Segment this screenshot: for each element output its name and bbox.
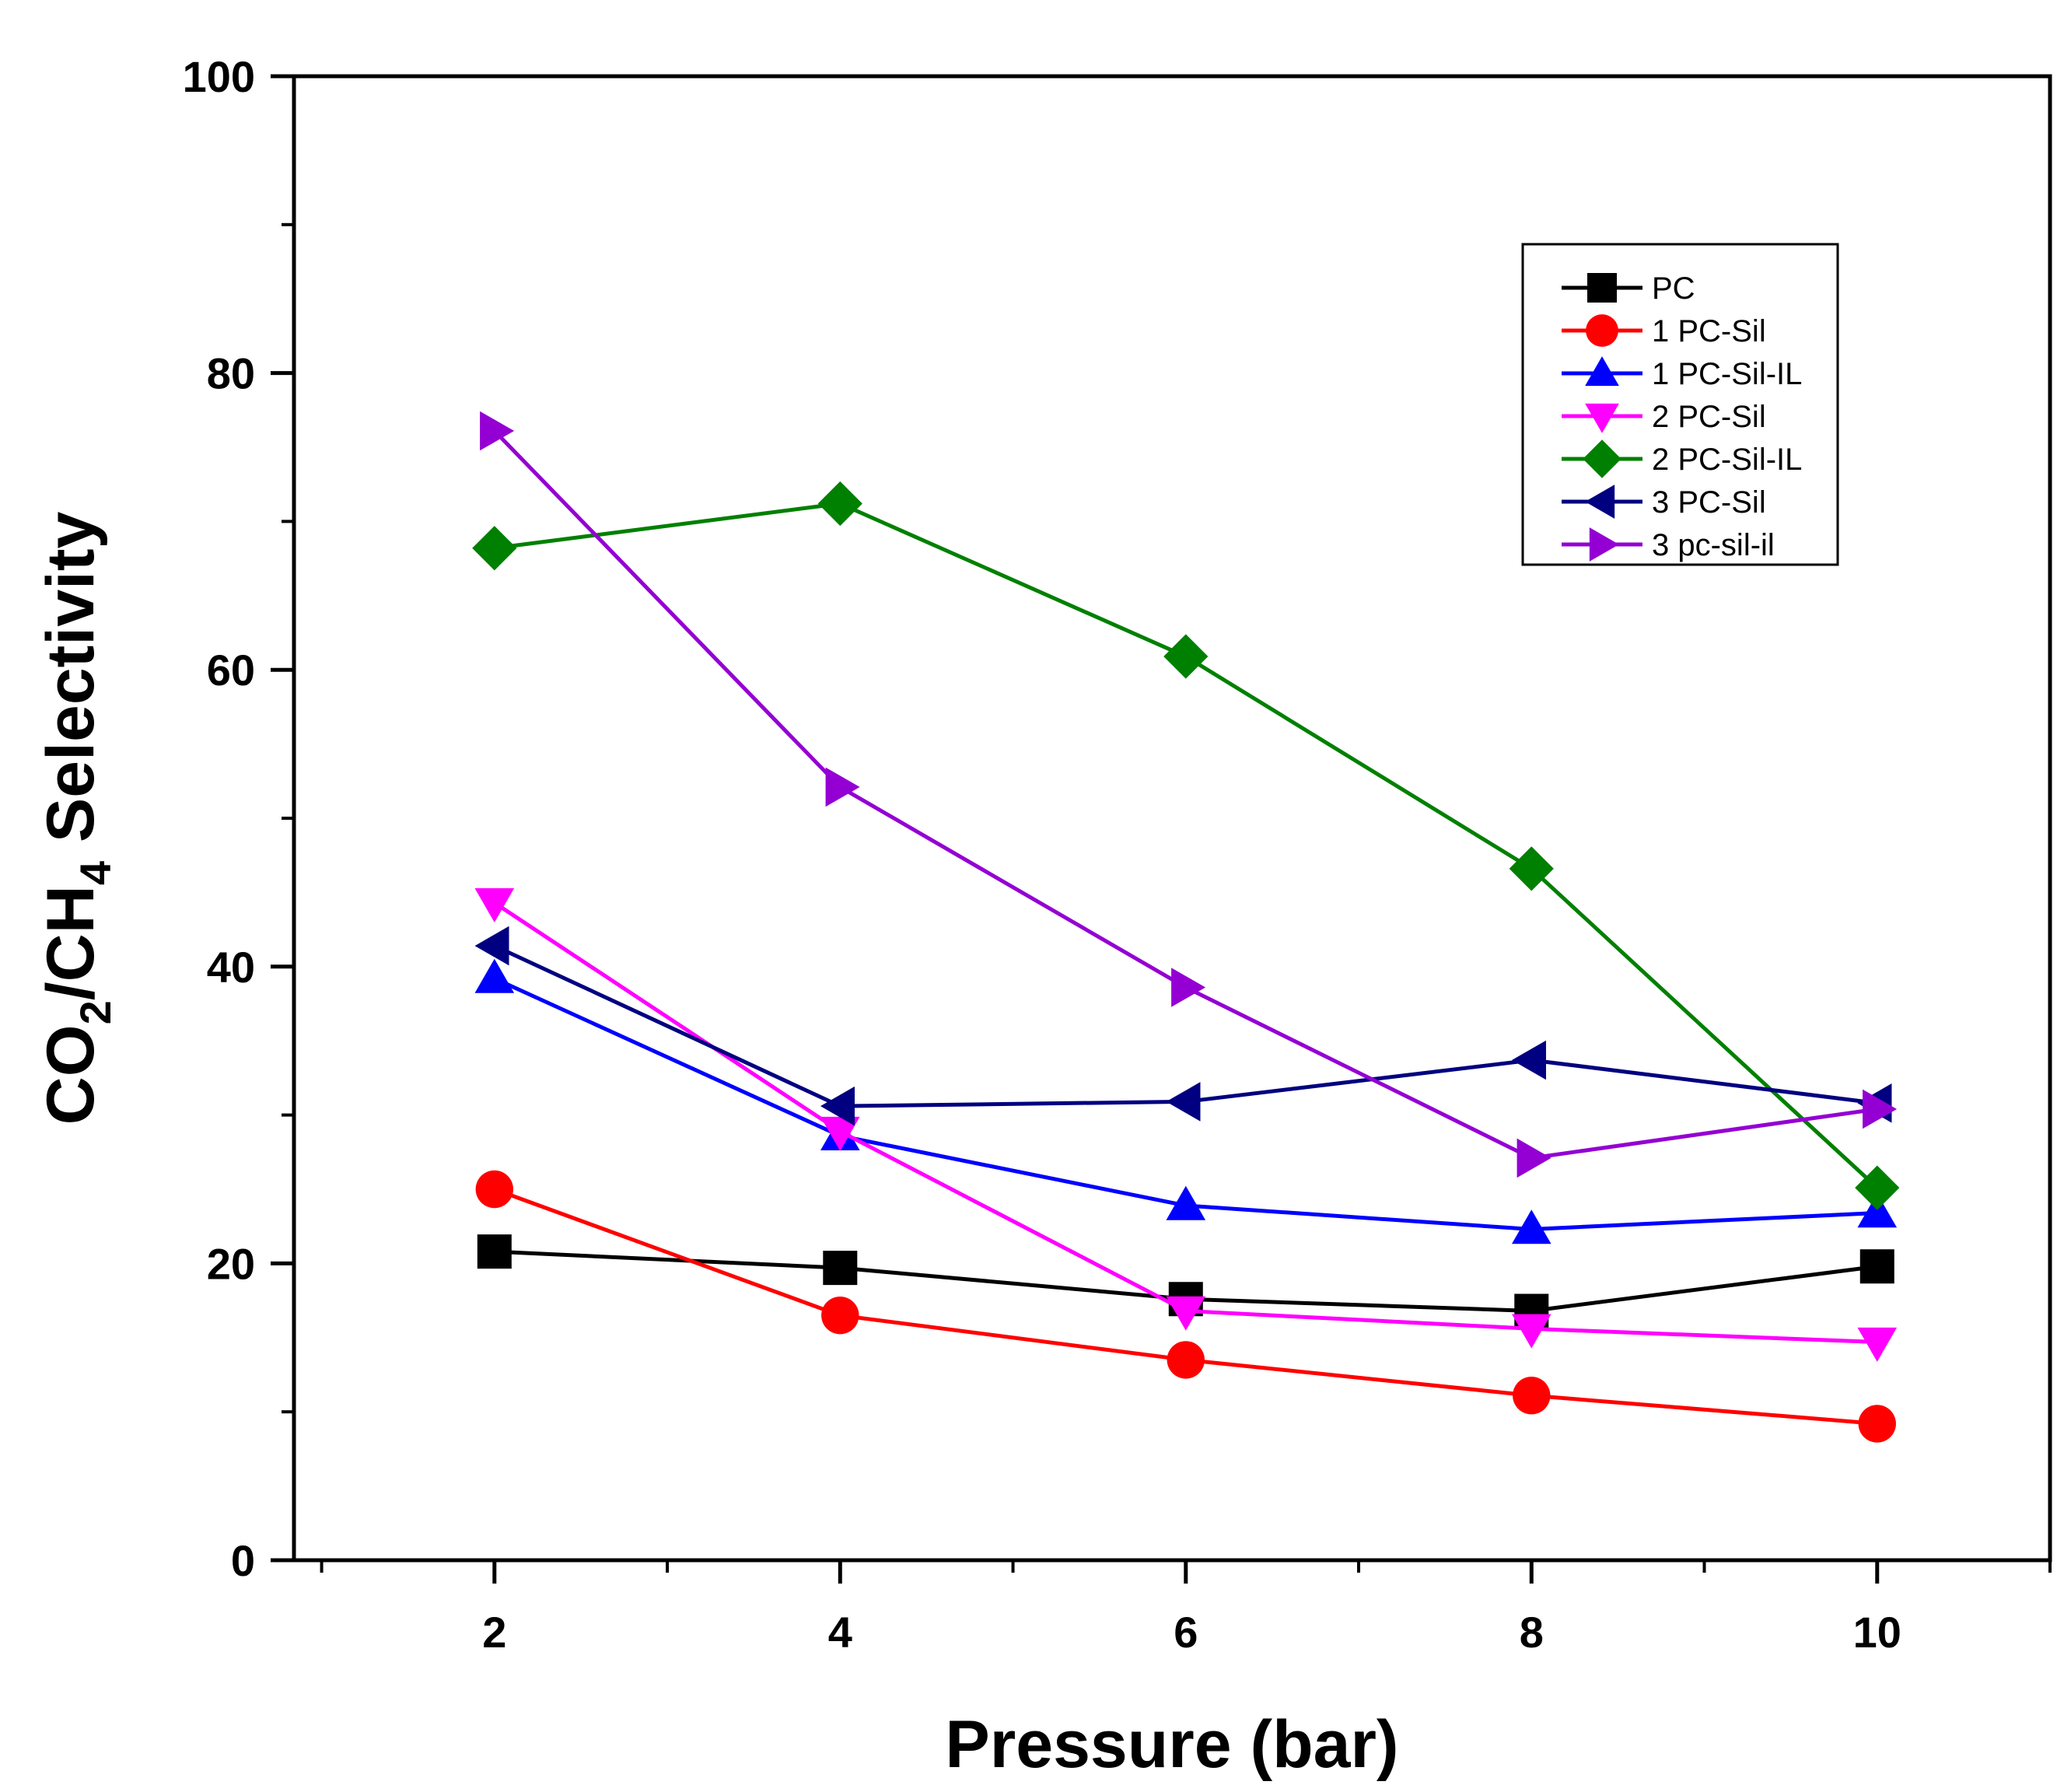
y-tick-label: 0 [231, 1536, 255, 1585]
x-tick-label: 6 [1174, 1608, 1198, 1657]
series-group [472, 411, 1900, 1443]
legend-marker-2-pc-sil-il [1583, 439, 1621, 478]
data-point-2-pc-sil-il [1855, 1165, 1900, 1210]
legend-label-2-pc-sil-il: 2 PC-Sil-IL [1652, 443, 1802, 477]
data-point-3-pc-sil [1166, 1082, 1201, 1122]
legend-label-1-pc-sil: 1 PC-Sil [1652, 314, 1766, 348]
series-2-pc-sil-il [472, 481, 1900, 1210]
series-3-pc-sil-il [480, 411, 1898, 1178]
data-point-2-pc-sil-il [817, 481, 862, 527]
data-point-1-pc-sil-il [1511, 1209, 1552, 1244]
y-tick-label: 80 [207, 349, 255, 398]
x-tick-label: 8 [1520, 1608, 1544, 1657]
data-point-pc [477, 1234, 512, 1269]
x-axis: 2 4 6 8 10 [320, 1560, 2052, 1657]
y-tick-label: 40 [207, 943, 255, 992]
data-point-3-pc-sil-il [1171, 968, 1206, 1007]
data-point-2-pc-sil-il [472, 526, 517, 571]
data-point-2-pc-sil-il [1509, 846, 1554, 891]
legend-label-pc: PC [1652, 271, 1695, 306]
y-axis-title-part: CO [33, 1024, 108, 1125]
series-1-pc-sil-il [474, 958, 1898, 1244]
legend-marker-3-pc-sil [1585, 485, 1615, 519]
y-tick-label: 100 [183, 52, 255, 101]
data-point-2-pc-sil [1511, 1314, 1552, 1349]
legend-label-3-pc-sil-il: 3 pc-sil-il [1652, 528, 1775, 562]
data-point-2-pc-sil [474, 888, 515, 923]
data-point-3-pc-sil-il [825, 767, 860, 807]
series-2-pc-sil [474, 888, 1898, 1362]
data-point-pc [823, 1251, 858, 1286]
legend-box [1521, 243, 1839, 566]
legend-marker-3-pc-sil-il [1589, 527, 1619, 562]
data-point-1-pc-sil [1858, 1405, 1896, 1443]
data-point-3-pc-sil-il [480, 411, 515, 451]
series-3-pc-sil [474, 926, 1892, 1126]
legend: PC 1 PC-Sil 1 PC-Sil-IL 2 PC-Sil 2 PC-Sil-IL… [1521, 243, 1839, 566]
x-tick-label: 10 [1853, 1608, 1901, 1657]
data-point-3-pc-sil-il [1517, 1138, 1552, 1178]
legend-marker-1-pc-sil [1586, 314, 1618, 347]
data-point-2-pc-sil [820, 1116, 860, 1151]
y-axis-title-subscript: 4 [71, 861, 120, 885]
legend-marker-1-pc-sil-il [1585, 356, 1619, 387]
data-point-2-pc-sil-il [1163, 634, 1209, 679]
x-tick-label: 2 [482, 1608, 506, 1657]
y-axis-title-part: /CH [33, 885, 108, 1000]
y-axis-title-part: Selectivity [33, 511, 108, 861]
y-axis-title-subscript: 2 [71, 1000, 120, 1024]
y-tick-label: 20 [207, 1239, 255, 1288]
legend-label-1-pc-sil-il: 1 PC-Sil-IL [1652, 357, 1802, 391]
y-tick-label: 60 [207, 646, 255, 695]
data-point-1-pc-sil [1513, 1377, 1551, 1415]
data-point-2-pc-sil [1857, 1327, 1898, 1362]
legend-marker-pc [1587, 273, 1617, 303]
legend-label-3-pc-sil: 3 PC-Sil [1652, 485, 1766, 520]
data-point-1-pc-sil-il [474, 958, 515, 993]
data-point-3-pc-sil [820, 1086, 855, 1126]
series-1-pc-sil [475, 1170, 1896, 1443]
legend-marker-2-pc-sil [1585, 403, 1619, 433]
data-point-1-pc-sil [821, 1296, 859, 1335]
legend-label-2-pc-sil: 2 PC-Sil [1652, 400, 1766, 434]
data-point-3-pc-sil [474, 926, 509, 966]
data-point-1-pc-sil [475, 1170, 514, 1209]
data-point-3-pc-sil-il [1863, 1089, 1898, 1129]
data-point-1-pc-sil-il [1857, 1193, 1898, 1228]
data-point-2-pc-sil [1166, 1296, 1206, 1331]
y-axis: 0 20 40 60 80 100 [183, 52, 294, 1585]
x-tick-label: 4 [828, 1608, 852, 1657]
data-point-1-pc-sil-il [1166, 1185, 1206, 1220]
y-axis-title: CO2/CH4 Selectivity [33, 511, 120, 1125]
data-point-pc [1859, 1249, 1894, 1284]
data-point-3-pc-sil [1511, 1040, 1546, 1080]
x-axis-title: Pressure (bar) [945, 1707, 1398, 1782]
data-point-1-pc-sil [1167, 1341, 1205, 1379]
